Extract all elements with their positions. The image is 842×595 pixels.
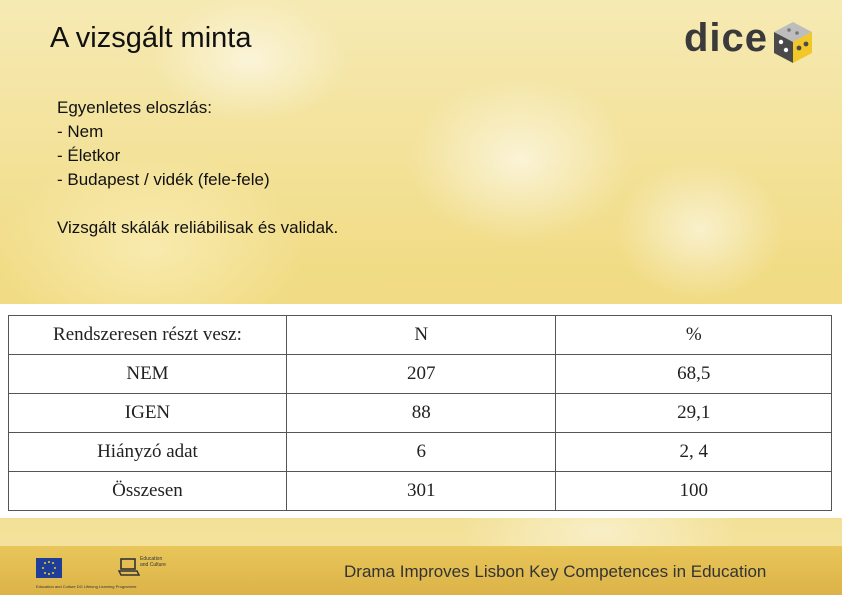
table-cell: Összesen bbox=[8, 471, 287, 511]
laptop-icon bbox=[118, 558, 140, 576]
content-text: Egyenletes eloszlás: - Nem - Életkor - B… bbox=[57, 96, 338, 240]
table-row: Összesen 301 100 bbox=[8, 471, 832, 511]
table-cell: 68,5 bbox=[555, 354, 832, 394]
eu-caption: Education and Culture DG Lifelong Learni… bbox=[36, 584, 137, 589]
content-line: Vizsgált skálák reliábilisak és validak. bbox=[57, 218, 339, 237]
footer-bar: Education and Culture DG Lifelong Learni… bbox=[0, 546, 842, 595]
footer-text: Drama Improves Lisbon Key Competences in… bbox=[344, 562, 767, 581]
table-cell: 88 bbox=[285, 393, 557, 433]
eu-flag-icon bbox=[36, 558, 62, 578]
header-cell: N bbox=[285, 315, 557, 355]
content-line: Egyenletes eloszlás: bbox=[57, 98, 212, 117]
spacer bbox=[57, 192, 338, 216]
sample-table: Rendszeresen részt vesz: N % NEM 207 68,… bbox=[8, 315, 832, 511]
table-cell: Hiányzó adat bbox=[8, 432, 287, 472]
table-row: Hiányzó adat 6 2, 4 bbox=[8, 432, 832, 472]
table-cell: 6 bbox=[285, 432, 557, 472]
table-panel: Rendszeresen részt vesz: N % NEM 207 68,… bbox=[0, 304, 842, 518]
table-cell: 2, 4 bbox=[555, 432, 832, 472]
edu-caption: Education and Culture bbox=[140, 556, 166, 568]
table-cell: 100 bbox=[555, 471, 832, 511]
table-cell: NEM bbox=[8, 354, 287, 394]
table-row: IGEN 88 29,1 bbox=[8, 393, 832, 433]
header-cell: % bbox=[555, 315, 832, 355]
logo-text: dice bbox=[684, 16, 769, 60]
table-header-row: Rendszeresen részt vesz: N % bbox=[8, 315, 832, 355]
content-line: - Budapest / vidék (fele-fele) bbox=[57, 170, 270, 189]
table-cell: 29,1 bbox=[555, 393, 832, 433]
dice-cube-icon bbox=[774, 22, 812, 63]
content-line: - Nem bbox=[57, 122, 104, 141]
dice-logo: dice bbox=[684, 16, 814, 66]
table-row: NEM 207 68,5 bbox=[8, 354, 832, 394]
header-cell: Rendszeresen részt vesz: bbox=[8, 315, 287, 355]
table-cell: 207 bbox=[285, 354, 557, 394]
content-line: - Életkor bbox=[57, 146, 121, 165]
table-cell: IGEN bbox=[8, 393, 287, 433]
slide-title: A vizsgált minta bbox=[50, 22, 252, 54]
table-cell: 301 bbox=[285, 471, 557, 511]
